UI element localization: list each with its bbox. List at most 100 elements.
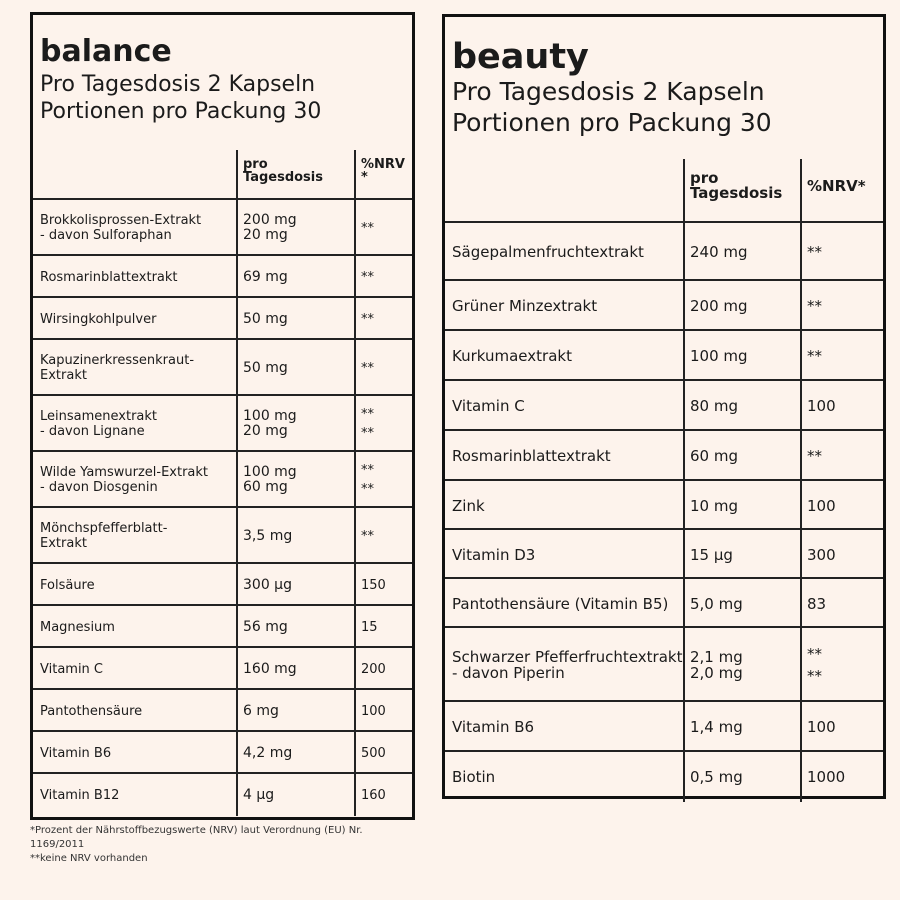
beauty-ingredient-name: Vitamin C — [452, 381, 682, 431]
beauty-nrv-line: 100 — [807, 496, 836, 515]
balance-amount: 4 µg — [243, 774, 353, 816]
balance-amount-line: 60 mg — [243, 479, 288, 495]
balance-ingredient-name-line: - davon Lignane — [40, 424, 145, 439]
beauty-amount: 80 mg — [690, 381, 800, 431]
balance-panel: balance Pro Tagesdosis 2 Kapseln Portion… — [30, 12, 415, 820]
balance-nrv-line: ** — [361, 407, 374, 422]
beauty-table-row: Vitamin C 80 mg 100 — [445, 381, 883, 431]
beauty-amount: 240 mg — [690, 223, 800, 281]
balance-nrv: ** — [361, 298, 413, 340]
balance-ingredient-name: Brokkolisprossen-Extrakt - davon Sulforap… — [40, 200, 235, 256]
beauty-ingredient-name: Biotin — [452, 752, 682, 802]
balance-amount-line: 4 µg — [243, 786, 275, 803]
balance-ingredient-name: Magnesium — [40, 606, 235, 648]
beauty-ingredient-name-line: Biotin — [452, 768, 496, 786]
balance-header-row: pro Tagesdosis %NRV * — [33, 150, 412, 200]
balance-ingredient-name: Leinsamenextrakt - davon Lignane — [40, 396, 235, 452]
balance-amount-line: 100 mg — [243, 464, 297, 480]
footnote-no-nrv: **keine NRV vorhanden — [30, 853, 148, 864]
balance-nrv-line: 200 — [361, 661, 386, 677]
beauty-ingredient-name: Kurkumaextrakt — [452, 331, 682, 381]
balance-ingredient-name-line: Magnesium — [40, 619, 115, 635]
beauty-header-amount-l2: Tagesdosis — [690, 184, 783, 202]
beauty-amount-line: 2,1 mg — [690, 648, 743, 666]
balance-ingredient-name-line: Rosmarinblattextrakt — [40, 269, 178, 285]
beauty-amount-line: 100 mg — [690, 347, 748, 365]
balance-amount-line: 50 mg — [243, 359, 288, 376]
beauty-table-row: Schwarzer Pfefferfruchtextrakt - davon Pi… — [445, 628, 883, 702]
balance-amount-line: 20 mg — [243, 423, 288, 439]
balance-amount-line: 50 mg — [243, 310, 288, 327]
balance-column-divider — [354, 150, 356, 816]
balance-nrv-line: ** — [361, 463, 374, 478]
balance-table-row: Vitamin B12 4 µg 160 — [33, 774, 412, 816]
beauty-amount-line: 240 mg — [690, 243, 748, 261]
balance-ingredient-name-line: Pantothensäure — [40, 703, 143, 719]
beauty-ingredient-name-line: Rosmarinblattextrakt — [452, 447, 611, 465]
beauty-amount-line: 5,0 mg — [690, 594, 743, 613]
balance-header-amount-l2: Tagesdosis — [243, 170, 323, 185]
beauty-nrv: ** — [807, 431, 881, 481]
beauty-title: beauty — [452, 37, 589, 77]
beauty-nrv-line: 300 — [807, 545, 836, 564]
balance-header-amount-l1: pro — [243, 157, 268, 172]
balance-amount: 50 mg — [243, 298, 353, 340]
balance-ingredient-name: Vitamin B12 — [40, 774, 235, 816]
beauty-ingredient-name-line: Kurkumaextrakt — [452, 347, 572, 365]
balance-amount: 6 mg — [243, 690, 353, 732]
balance-nrv-line: ** — [361, 311, 374, 327]
balance-servings: Portionen pro Packung 30 — [40, 99, 322, 124]
balance-amount-line: 6 mg — [243, 702, 279, 719]
balance-ingredient-name: Wilde Yamswurzel-Extrakt - davon Diosgeni… — [40, 452, 235, 508]
beauty-ingredient-name-line: Pantothensäure (Vitamin B5) — [452, 594, 669, 613]
balance-amount-line: 100 mg — [243, 408, 297, 424]
balance-ingredient-name: Kapuzinerkressenkraut- Extrakt — [40, 340, 235, 396]
balance-nrv: ** — [361, 256, 413, 298]
balance-ingredient-name-line: Extrakt — [40, 368, 87, 383]
beauty-header-nrv: %NRV* — [807, 159, 881, 223]
balance-nrv-line: 15 — [361, 619, 378, 635]
balance-amount: 56 mg — [243, 606, 353, 648]
beauty-amount: 1,4 mg — [690, 702, 800, 752]
beauty-amount: 10 mg — [690, 481, 800, 530]
beauty-amount: 0,5 mg — [690, 752, 800, 802]
beauty-nrv: 100 — [807, 481, 881, 530]
balance-nrv: 160 — [361, 774, 413, 816]
beauty-ingredient-name: Vitamin D3 — [452, 530, 682, 579]
beauty-daily-dose: Pro Tagesdosis 2 Kapseln — [452, 77, 765, 106]
beauty-table-row: Zink 10 mg 100 — [445, 481, 883, 530]
balance-amount-line: 69 mg — [243, 268, 288, 285]
balance-nrv: ** ** — [361, 396, 413, 452]
balance-amount: 3,5 mg — [243, 508, 353, 564]
balance-ingredient-name-line: - davon Diosgenin — [40, 480, 158, 495]
beauty-header-amount-l1: pro — [690, 169, 719, 187]
balance-ingredient-name: Rosmarinblattextrakt — [40, 256, 235, 298]
balance-amount: 4,2 mg — [243, 732, 353, 774]
beauty-nrv: ** — [807, 331, 881, 381]
balance-table-row: Vitamin C 160 mg 200 — [33, 648, 412, 690]
beauty-nrv-line: 83 — [807, 594, 827, 613]
beauty-ingredient-name: Zink — [452, 481, 682, 530]
beauty-header-amount: pro Tagesdosis — [690, 159, 800, 223]
balance-amount-line: 56 mg — [243, 618, 288, 635]
balance-amount-line: 20 mg — [243, 227, 288, 243]
balance-ingredient-name: Mönchspfefferblatt- Extrakt — [40, 508, 235, 564]
beauty-ingredient-name-line: Grüner Minzextrakt — [452, 297, 598, 315]
balance-ingredient-name-line: Wirsingkohlpulver — [40, 311, 157, 327]
beauty-nrv-line: 1000 — [807, 768, 846, 786]
balance-nrv-line: ** — [361, 482, 374, 497]
balance-ingredient-name: Vitamin B6 — [40, 732, 235, 774]
beauty-nrv: 300 — [807, 530, 881, 579]
beauty-nrv-line: 100 — [807, 397, 836, 415]
balance-header-nrv-l1: %NRV — [361, 157, 405, 172]
balance-amount: 200 mg 20 mg — [243, 200, 353, 256]
beauty-table-row: Vitamin D3 15 µg 300 — [445, 530, 883, 579]
balance-amount: 300 µg — [243, 564, 353, 606]
beauty-ingredient-name: Sägepalmenfruchtextrakt — [452, 223, 682, 281]
balance-column-divider — [236, 150, 238, 816]
beauty-nrv: ** ** — [807, 628, 881, 702]
balance-ingredient-name: Pantothensäure — [40, 690, 235, 732]
balance-table-row: Pantothensäure 6 mg 100 — [33, 690, 412, 732]
beauty-nrv: 1000 — [807, 752, 881, 802]
beauty-amount-line: 15 µg — [690, 545, 733, 564]
